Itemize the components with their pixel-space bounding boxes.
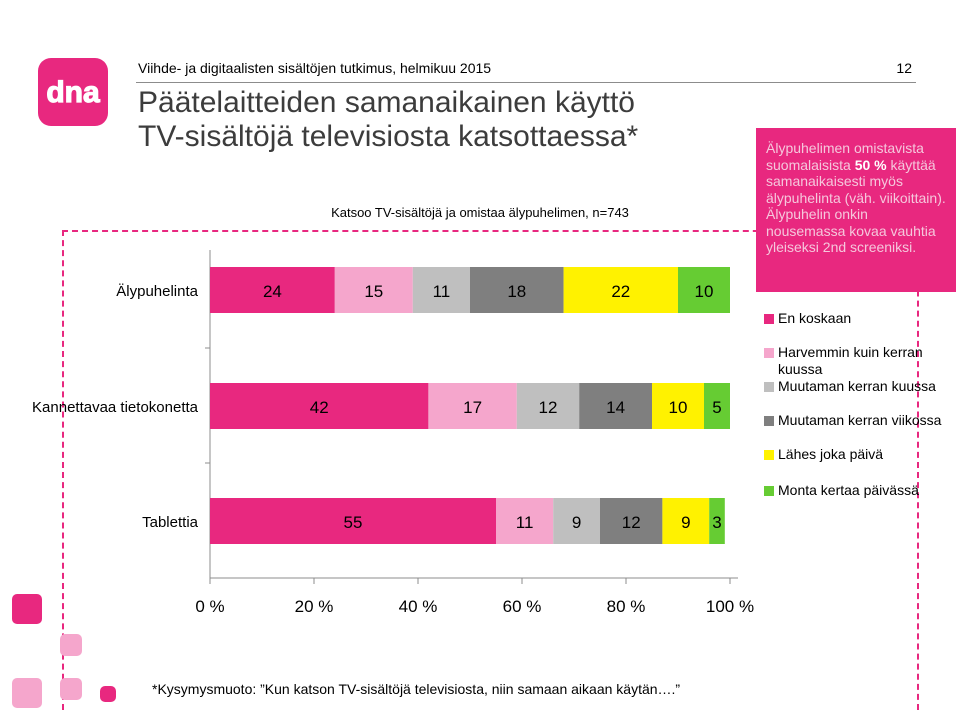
- data-label: 11: [516, 513, 534, 532]
- data-label: 18: [507, 282, 526, 301]
- legend-label: Monta kertaa päivässä: [778, 482, 919, 498]
- bar-segment: [704, 383, 730, 429]
- header-rule: [136, 82, 916, 83]
- dna-logo: dna: [38, 58, 108, 126]
- bar-segment: [334, 267, 413, 313]
- data-label: 42: [310, 398, 329, 417]
- legend-label: Muutaman kerran kuussa: [778, 378, 936, 394]
- decorative-square: [100, 686, 116, 702]
- data-label: 9: [572, 513, 581, 532]
- callout-text-before: Älypuhelimen omistavista suomalaisista: [766, 140, 924, 173]
- legend-label: Muutaman kerran viikossa: [778, 412, 942, 428]
- stacked-bar-chart: 0 % 20 % 40 % 60 % 80 % 100 % Älypuhelinta 24 15…: [32, 250, 754, 616]
- bar-segment: [428, 383, 517, 429]
- dashed-frame: [62, 230, 919, 710]
- legend-label: Harvemmin kuin kerran kuussa: [778, 344, 923, 377]
- x-tick-label: 0 %: [195, 597, 224, 616]
- legend-swatch: [764, 348, 774, 358]
- data-label: 3: [712, 513, 721, 532]
- dna-logo-mark: dna: [46, 75, 101, 109]
- category-label: Tablettia: [142, 514, 199, 531]
- x-tick-label: 100 %: [706, 597, 754, 616]
- legend-item: Muutaman kerran kuussa: [764, 378, 960, 395]
- legend-swatch: [764, 416, 774, 426]
- bar-segment: [210, 498, 496, 544]
- x-tick-label: 80 %: [607, 597, 646, 616]
- callout-box: Älypuhelimen omistavista suomalaisista 5…: [756, 128, 956, 292]
- legend-swatch: [764, 486, 774, 496]
- legend-item: Lähes joka päivä: [764, 446, 960, 463]
- bar-segment: [563, 267, 678, 313]
- decorative-square: [12, 594, 42, 624]
- data-label: 10: [695, 282, 714, 301]
- legend-item: Monta kertaa päivässä: [764, 482, 960, 499]
- callout-text-after: käyttää samanaikaisesti myös älypuhelint…: [766, 156, 946, 256]
- bar-segment: [210, 383, 429, 429]
- bar-segment: [553, 498, 600, 544]
- decorative-square: [60, 634, 82, 656]
- legend-item: Muutaman kerran viikossa: [764, 412, 960, 429]
- bar-segment: [662, 498, 710, 544]
- page-title-line-2: TV-sisältöjä televisiosta katsottaessa*: [138, 120, 639, 153]
- bar-segment: [600, 498, 663, 544]
- chart-subtitle: Katsoo TV-sisältöjä ja omistaa älypuheli…: [331, 205, 629, 220]
- bar-segment: [579, 383, 652, 429]
- legend-item: Harvemmin kuin kerran kuussa: [764, 344, 960, 378]
- footnote: *Kysymysmuoto: ”Kun katson TV-sisältöjä …: [152, 681, 681, 697]
- legend-item: En koskaan: [764, 310, 960, 327]
- bar-segment: [652, 383, 704, 429]
- bar-segment: [496, 498, 554, 544]
- data-label: 22: [611, 282, 630, 301]
- data-label: 12: [622, 513, 641, 532]
- bar-segment: [516, 383, 580, 429]
- category-label: Älypuhelinta: [116, 283, 198, 300]
- callout-highlight: 50 %: [854, 156, 887, 173]
- decorative-square: [12, 678, 42, 708]
- x-tick-label: 20 %: [295, 597, 334, 616]
- page-title: Päätelaitteiden samanaikainen käyttö TV-…: [138, 86, 638, 154]
- page-number: 12: [896, 60, 912, 76]
- legend-swatch: [764, 450, 774, 460]
- data-label: 55: [344, 513, 363, 532]
- bar-segment: [709, 498, 725, 544]
- data-label: 17: [463, 398, 482, 417]
- data-label: 12: [539, 398, 558, 417]
- legend-label: En koskaan: [778, 310, 852, 326]
- bar-segment: [470, 267, 564, 313]
- category-label: Kannettavaa tietokonetta: [32, 399, 199, 416]
- data-label: 9: [681, 513, 690, 532]
- data-label: 10: [669, 398, 688, 417]
- data-label: 15: [364, 282, 383, 301]
- legend-label: Lähes joka päivä: [778, 446, 884, 462]
- bar-segment: [412, 267, 470, 313]
- bar-segment: [210, 267, 335, 313]
- x-tick-label: 40 %: [399, 597, 438, 616]
- data-label: 11: [433, 282, 451, 301]
- legend-swatch: [764, 314, 774, 324]
- data-label: 5: [712, 398, 721, 417]
- legend-swatch: [764, 382, 774, 392]
- bar-segment: [678, 267, 730, 313]
- page-title-line-1: Päätelaitteiden samanaikainen käyttö: [138, 86, 635, 119]
- data-label: 24: [263, 282, 282, 301]
- svg-text:dna: dna: [46, 76, 100, 109]
- x-tick-label: 60 %: [503, 597, 542, 616]
- study-name: Viihde- ja digitaalisten sisältöjen tutk…: [138, 60, 492, 76]
- data-label: 14: [606, 398, 625, 417]
- decorative-square: [60, 678, 82, 700]
